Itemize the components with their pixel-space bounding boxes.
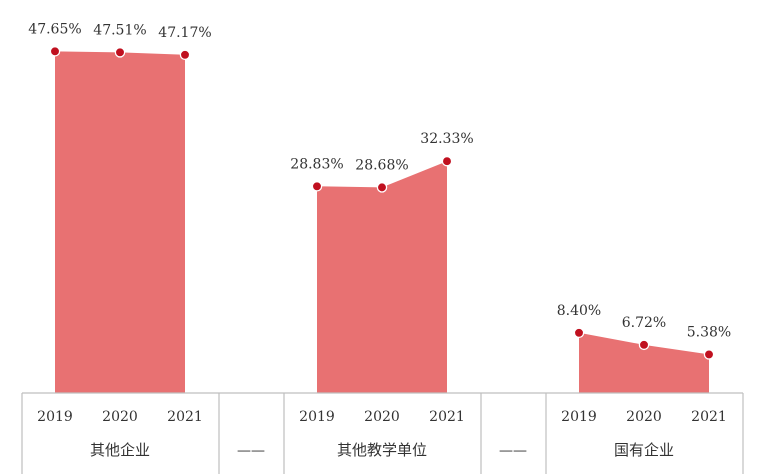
- area-0: [55, 51, 185, 394]
- data-label-2-0: 8.40%: [557, 303, 601, 319]
- tick-label-1-1: 2020: [364, 409, 400, 425]
- group-label-0: 其他企业: [90, 441, 150, 459]
- point-2-2: [703, 349, 715, 360]
- data-label-2-1: 6.72%: [622, 315, 666, 331]
- area-1: [317, 161, 447, 393]
- tick-label-0-1: 2020: [102, 409, 138, 425]
- group-label-2: 国有企业: [614, 441, 674, 459]
- point-0-1: [114, 47, 126, 58]
- data-label-1-2: 32.33%: [420, 131, 473, 147]
- data-label-0-1: 47.51%: [93, 22, 146, 38]
- tick-label-0-0: 2019: [37, 409, 73, 425]
- tick-label-2-0: 2019: [561, 409, 597, 425]
- data-label-0-2: 47.17%: [158, 25, 211, 41]
- point-2-0: [573, 327, 585, 339]
- data-label-1-0: 28.83%: [290, 156, 343, 172]
- tick-label-0-2: 2021: [167, 409, 203, 425]
- point-1-0: [311, 181, 323, 192]
- area-2: [579, 332, 709, 393]
- point-1-1: [376, 182, 388, 193]
- data-label-2-2: 5.38%: [687, 324, 731, 340]
- point-0-2: [179, 49, 191, 61]
- tick-label-1-2: 2021: [429, 409, 465, 425]
- point-2-1: [638, 339, 650, 351]
- data-label-1-1: 28.68%: [355, 157, 408, 173]
- point-0-0: [49, 46, 61, 57]
- data-label-0-0: 47.65%: [28, 21, 81, 37]
- tick-label-2-1: 2020: [626, 409, 662, 425]
- group-label-1: 其他教学单位: [337, 441, 427, 459]
- tick-label-2-2: 2021: [691, 409, 727, 425]
- tick-label-1-0: 2019: [299, 409, 335, 425]
- point-1-2: [441, 155, 453, 167]
- separator-label-0: ——: [237, 443, 265, 459]
- separator-label-1: ——: [499, 443, 527, 459]
